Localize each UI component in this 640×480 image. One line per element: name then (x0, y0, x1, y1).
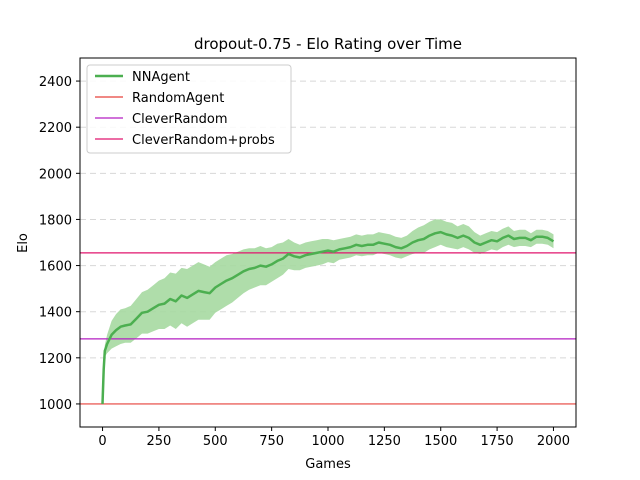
y-tick-label: 1600 (39, 260, 72, 275)
legend: NNAgent RandomAgent CleverRandom CleverRand… (86, 64, 292, 154)
x-tick-label: 0 (98, 434, 106, 449)
nnagent-confidence-band (102, 219, 554, 404)
x-tick-label: 250 (146, 434, 171, 449)
x-tick-label: 1750 (481, 434, 514, 449)
y-axis-label: Elo (16, 233, 31, 253)
x-axis-label: Games (305, 457, 351, 472)
nnagent-line (101, 230, 555, 404)
y-tick-label: 2000 (39, 167, 72, 182)
legend-label: CleverRandom+probs (132, 133, 275, 148)
legend-label: CleverRandom (132, 112, 228, 127)
x-tick-label: 1250 (368, 434, 401, 449)
plot-area (80, 219, 576, 405)
y-tick-label: 1800 (39, 213, 72, 228)
legend-box (86, 64, 292, 154)
x-tick-label: 1000 (311, 434, 344, 449)
legend-label: RandomAgent (132, 91, 224, 106)
y-axis-ticks: 1000 1200 1400 1600 1800 2000 2200 2400 (39, 75, 80, 413)
x-tick-label: 750 (259, 434, 284, 449)
x-axis-ticks: 0 250 500 750 1000 1250 1500 1750 2000 (98, 427, 570, 449)
x-tick-label: 500 (203, 434, 228, 449)
y-tick-label: 1000 (39, 398, 72, 413)
legend-label: NNAgent (132, 70, 190, 85)
y-tick-label: 1200 (39, 352, 72, 367)
x-tick-label: 2000 (537, 434, 570, 449)
chart-title: dropout-0.75 - Elo Rating over Time (194, 35, 462, 53)
y-tick-label: 2400 (39, 75, 72, 90)
x-tick-label: 1500 (424, 434, 457, 449)
y-tick-label: 2200 (39, 121, 72, 136)
y-tick-label: 1400 (39, 306, 72, 321)
